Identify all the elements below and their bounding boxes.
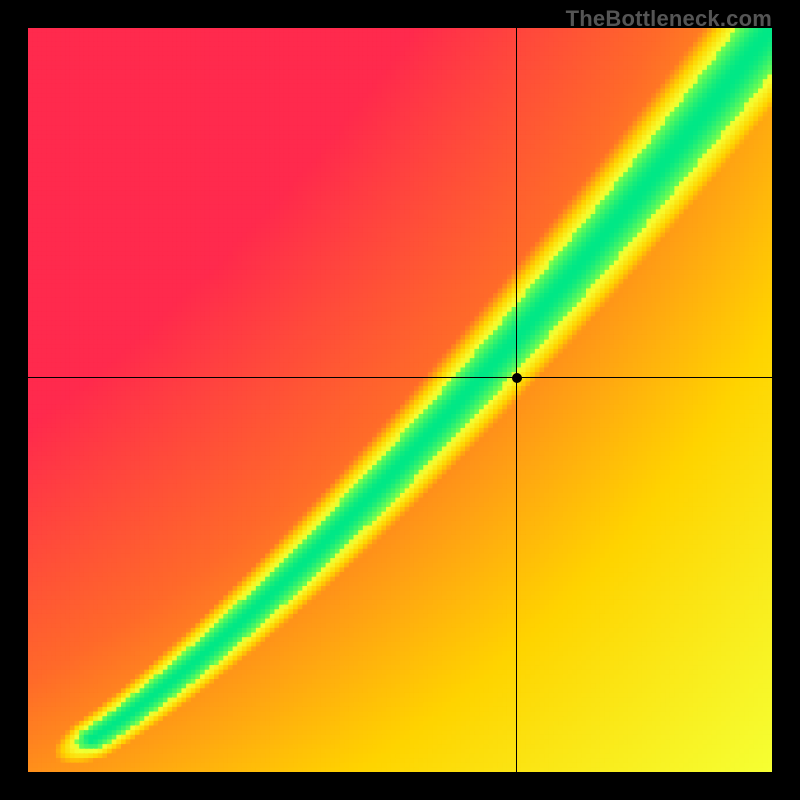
crosshair-marker <box>512 373 522 383</box>
chart-frame <box>28 28 772 772</box>
watermark-text: TheBottleneck.com <box>566 6 772 32</box>
crosshair-vertical <box>516 28 517 772</box>
bottleneck-heatmap <box>28 28 772 772</box>
crosshair-horizontal <box>28 377 772 378</box>
